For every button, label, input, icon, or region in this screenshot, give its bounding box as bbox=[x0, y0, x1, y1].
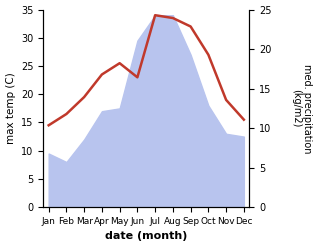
X-axis label: date (month): date (month) bbox=[105, 231, 187, 242]
Y-axis label: med. precipitation
(kg/m2): med. precipitation (kg/m2) bbox=[291, 64, 313, 153]
Y-axis label: max temp (C): max temp (C) bbox=[5, 72, 16, 144]
